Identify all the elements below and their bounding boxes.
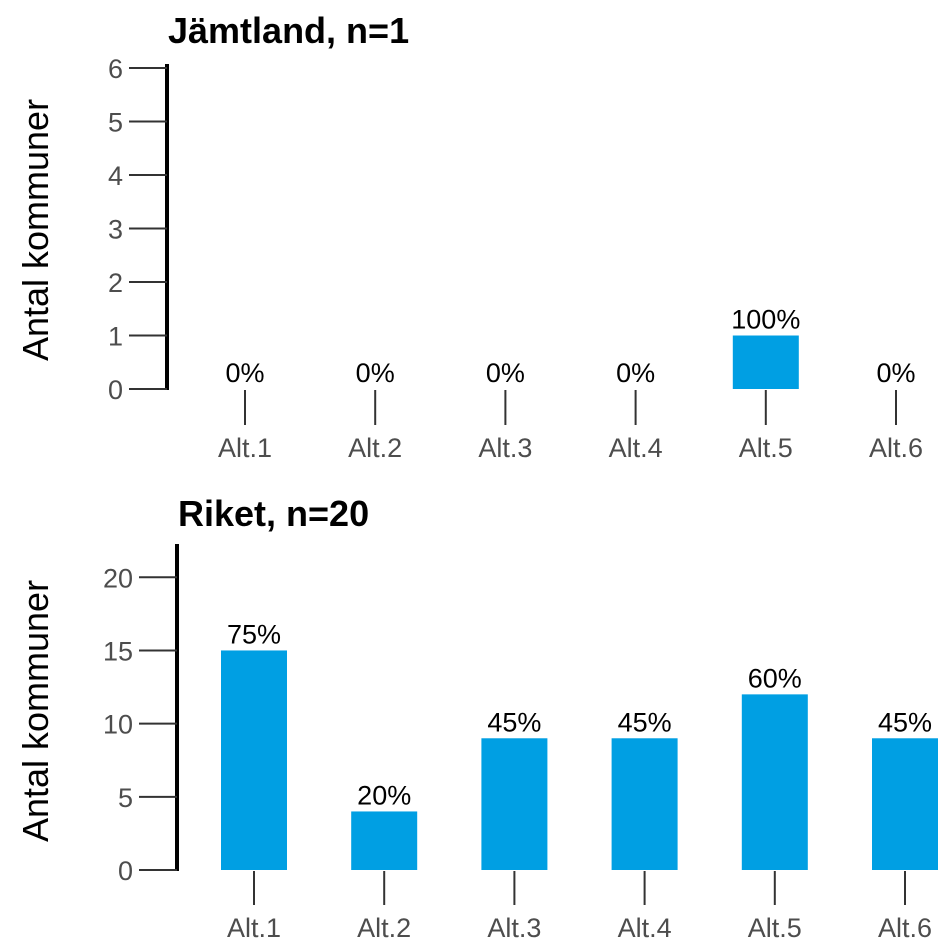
chart-riket: Riket, n=20 Antal kommuner 0 5 10 15 20 75% Al… <box>15 493 938 943</box>
y-tick-label: 3 <box>108 215 123 245</box>
x-tick-label: Alt.6 <box>878 913 932 943</box>
x-tick-label: Alt.1 <box>227 913 281 943</box>
x-tick-label: Alt.2 <box>348 433 402 463</box>
y-tick-label: 10 <box>103 710 133 740</box>
data-label: 0% <box>486 358 525 388</box>
y-tick-label: 5 <box>118 783 133 813</box>
bar <box>221 650 287 870</box>
y-tick-label: 15 <box>103 636 133 666</box>
x-tick-label: Alt.1 <box>218 433 272 463</box>
x-tick-label: Alt.6 <box>869 433 923 463</box>
y-axis-label: Antal kommuner <box>15 580 56 842</box>
chart-title: Jämtland, n=1 <box>168 10 409 51</box>
y-axis-label: Antal kommuner <box>15 99 56 361</box>
y-tick-label: 0 <box>108 375 123 405</box>
data-label: 20% <box>357 780 411 810</box>
y-tick-label: 6 <box>108 54 123 84</box>
y-tick-label: 5 <box>108 108 123 138</box>
plot-area: 0 5 10 15 20 75% Alt.1 20% Alt.2 45% Alt.3 45% Alt.4… <box>103 544 938 943</box>
data-label: 75% <box>227 619 281 649</box>
bar <box>741 694 808 870</box>
data-label: 0% <box>225 358 264 388</box>
bar <box>351 811 418 870</box>
x-tick-label: Alt.2 <box>357 913 411 943</box>
y-tick-label: 1 <box>108 322 123 352</box>
x-tick-label: Alt.3 <box>478 433 532 463</box>
bar <box>732 335 799 389</box>
x-tick-label: Alt.4 <box>609 433 663 463</box>
y-tick-label: 20 <box>103 563 133 593</box>
data-label: 0% <box>356 358 395 388</box>
chart-jamtland: Jämtland, n=1 Antal kommuner 0 1 2 3 4 5 6 0% Al… <box>15 10 923 463</box>
bar <box>872 738 938 870</box>
chart-title: Riket, n=20 <box>178 493 369 534</box>
data-label: 45% <box>878 707 932 737</box>
x-tick-label: Alt.5 <box>739 433 793 463</box>
data-label: 60% <box>748 663 802 693</box>
data-label: 45% <box>618 707 672 737</box>
bar <box>481 738 548 870</box>
x-tick-label: Alt.4 <box>618 913 672 943</box>
y-tick-label: 0 <box>118 856 133 886</box>
bar <box>611 738 678 870</box>
y-tick-label: 2 <box>108 268 123 298</box>
data-label: 0% <box>876 358 915 388</box>
data-label: 100% <box>731 305 800 335</box>
data-label: 45% <box>487 707 541 737</box>
plot-area: 0 1 2 3 4 5 6 0% Alt.1 0% Alt.2 0% Alt.3 0% Alt.4 100% A… <box>108 54 923 463</box>
y-tick-label: 4 <box>108 161 123 191</box>
x-tick-label: Alt.5 <box>748 913 802 943</box>
x-tick-label: Alt.3 <box>487 913 541 943</box>
data-label: 0% <box>616 358 655 388</box>
